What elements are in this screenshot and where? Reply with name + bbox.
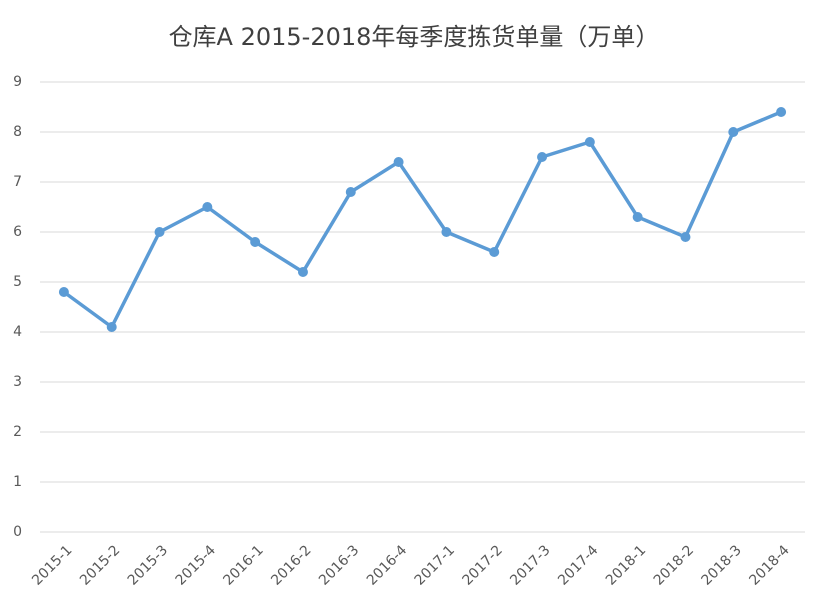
- y-tick-label: 0: [13, 524, 22, 540]
- y-tick-label: 5: [13, 274, 22, 290]
- y-tick-label: 2: [13, 424, 22, 440]
- y-tick-label: 9: [13, 74, 22, 90]
- chart-title: 仓库A 2015-2018年每季度拣货单量（万单）: [169, 23, 660, 51]
- data-point: [250, 237, 261, 247]
- data-point: [632, 212, 643, 222]
- data-line: [62, 110, 782, 329]
- y-tick-label: 3: [13, 374, 22, 390]
- data-point: [154, 227, 165, 237]
- data-point: [537, 152, 548, 162]
- data-point: [776, 107, 787, 117]
- data-point: [441, 227, 452, 237]
- data-point: [202, 202, 213, 212]
- data-point: [393, 157, 404, 167]
- data-point: [58, 287, 69, 297]
- y-tick-label: 1: [13, 474, 22, 490]
- data-point: [106, 322, 117, 332]
- y-tick-label: 8: [13, 124, 22, 140]
- data-point: [584, 137, 595, 147]
- y-tick-label: 7: [13, 174, 22, 190]
- data-point: [297, 267, 308, 277]
- data-point: [345, 187, 356, 197]
- data-point: [680, 232, 691, 242]
- y-tick-label: 6: [13, 224, 22, 240]
- data-point: [489, 247, 500, 257]
- data-point: [728, 127, 739, 137]
- y-tick-label: 4: [13, 324, 22, 340]
